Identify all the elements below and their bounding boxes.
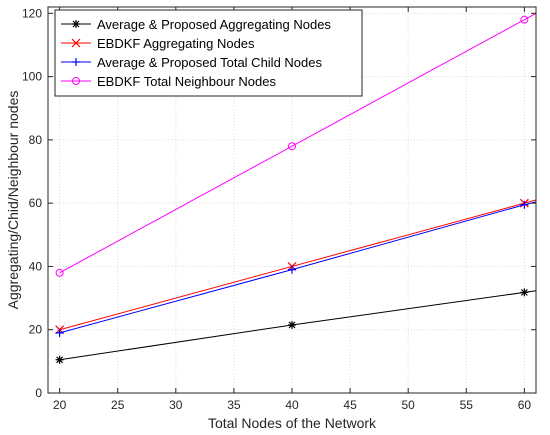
y-tick-label: 60 <box>29 196 43 210</box>
y-tick-label: 20 <box>29 323 43 337</box>
x-tick-label: 50 <box>402 398 416 412</box>
data-point-marker <box>520 15 529 24</box>
series-line <box>59 199 537 331</box>
x-tick-label: 40 <box>285 398 299 412</box>
series-line <box>59 12 537 274</box>
series-3 <box>55 200 537 337</box>
series-line <box>59 290 537 361</box>
legend-label: Average & Proposed Total Child Nodes <box>97 55 322 70</box>
x-tick-label: 45 <box>343 398 357 412</box>
y-tick-label: 80 <box>29 133 43 147</box>
y-axis-label: Aggregating/Chid/Neighbour nodes <box>5 91 21 310</box>
legend-marker <box>72 77 80 85</box>
y-tick-label: 0 <box>35 386 42 400</box>
data-point-marker <box>520 288 529 297</box>
data-point-marker <box>55 268 64 277</box>
legend-marker <box>72 20 80 28</box>
x-axis-label: Total Nodes of the Network <box>208 415 377 431</box>
legend-label: Average & Proposed Aggregating Nodes <box>97 17 331 32</box>
x-tick-label: 35 <box>227 398 241 412</box>
data-point-marker <box>288 142 296 151</box>
series-4 <box>55 12 537 277</box>
series-group <box>55 12 537 364</box>
y-tick-label: 40 <box>29 259 43 273</box>
data-point-marker <box>288 265 296 274</box>
axis-ticks: 20 25 30 35 40 45 50 55 60 0 20 40 60 80 100 120 <box>22 6 536 412</box>
x-tick-label: 55 <box>460 398 474 412</box>
y-tick-label: 100 <box>22 70 42 84</box>
x-tick-label: 60 <box>518 398 532 412</box>
y-tick-label: 120 <box>22 6 42 20</box>
data-point-marker <box>55 328 64 337</box>
legend-marker <box>71 38 81 48</box>
data-point-marker <box>288 320 296 329</box>
x-tick-label: 30 <box>169 398 183 412</box>
data-point-marker <box>55 355 64 364</box>
x-tick-label: 20 <box>53 398 67 412</box>
legend-box <box>54 9 363 97</box>
data-point-marker <box>520 200 529 209</box>
legend-label: EBDKF Aggregating Nodes <box>97 36 255 51</box>
series-1 <box>55 288 537 364</box>
series-line <box>59 201 537 334</box>
legend: Average & Proposed Aggregating Nodes EBDK… <box>54 9 363 97</box>
legend-label: EBDKF Total Neighbour Nodes <box>97 74 276 89</box>
x-tick-label: 25 <box>111 398 125 412</box>
legend-marker <box>72 58 80 66</box>
